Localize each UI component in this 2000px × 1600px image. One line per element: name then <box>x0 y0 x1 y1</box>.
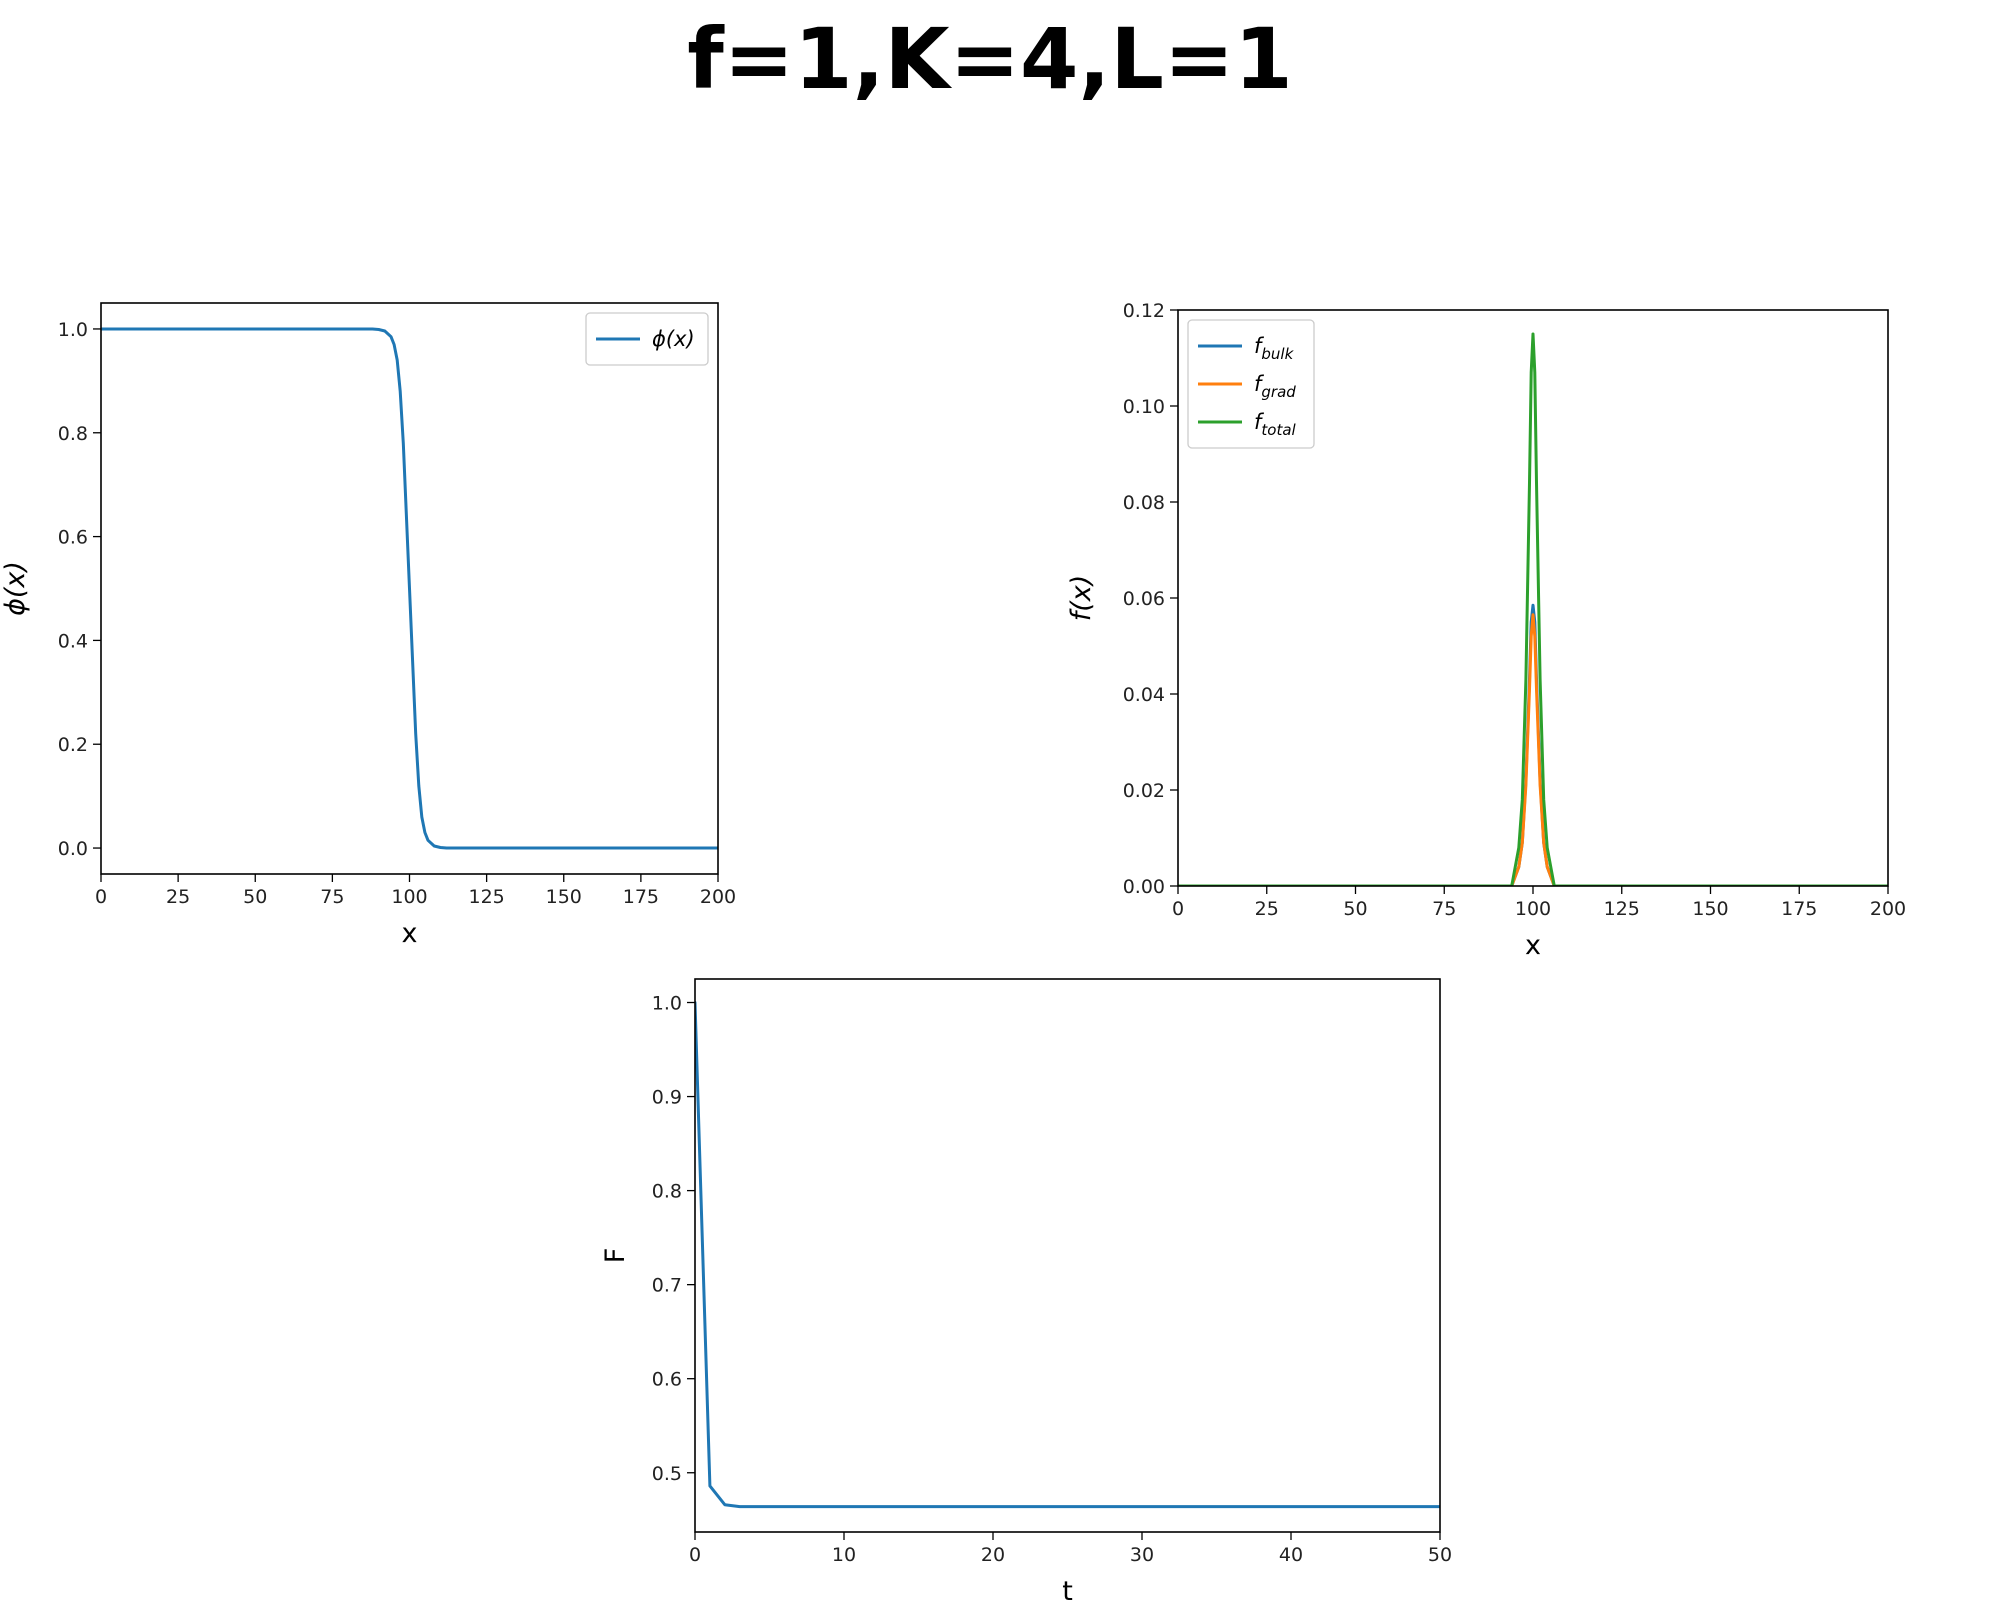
y-axis-label: ϕ(x) <box>0 561 31 616</box>
series-line--x- <box>101 327 718 850</box>
y-tick-label: 0.04 <box>1123 684 1165 706</box>
chart-energy-density: 0 25 50 75 100 125 150 175 200 0.00 0.02 0.04 0.06 0.… <box>1066 300 1906 961</box>
y-tick-label: 0.4 <box>58 630 88 652</box>
x-tick-label: 50 <box>1428 1544 1452 1566</box>
x-tick-label: 150 <box>546 886 582 908</box>
legend: fbulk fgrad ftotal <box>1187 319 1315 449</box>
y-axis-label: F <box>600 1248 631 1264</box>
legend-entry-label: fbulk <box>1254 334 1295 363</box>
y-tick-label: 0.6 <box>58 527 88 549</box>
chart-phi: 0 25 50 75 100 125 150 175 200 0.0 0.2 0.4 0.6 0.8 1.0… <box>0 302 736 949</box>
legend-entry-label: fgrad <box>1254 372 1296 401</box>
charts-container: 0 25 50 75 100 125 150 175 2000.00.20.40.60.81.0… <box>0 300 1906 1600</box>
x-tick-label: 200 <box>700 886 736 908</box>
x-tick-label: 150 <box>1692 898 1728 920</box>
x-tick-label: 125 <box>1604 898 1640 920</box>
x-tick-label: 100 <box>1515 898 1551 920</box>
series-line-total-energy <box>695 1001 1440 1509</box>
x-axis-label: t <box>1062 1576 1073 1600</box>
x-tick-label: 175 <box>623 886 659 908</box>
x-tick-label: 200 <box>1870 898 1906 920</box>
x-tick-label: 75 <box>1432 898 1456 920</box>
x-tick-label: 10 <box>832 1544 856 1566</box>
y-tick-label: 0.00 <box>1123 876 1165 898</box>
y-tick-label: 0.0 <box>58 838 88 860</box>
legend-frame <box>1187 319 1315 449</box>
y-tick-label: 1.0 <box>652 993 682 1015</box>
y-tick-label: 0.02 <box>1123 780 1165 802</box>
x-tick-label: 0 <box>689 1544 701 1566</box>
y-tick-label: 0.9 <box>652 1087 682 1109</box>
y-tick-label: 0.08 <box>1123 492 1165 514</box>
x-tick-label: 50 <box>1343 898 1367 920</box>
y-tick-label: 0.2 <box>58 734 88 756</box>
y-tick-label: 0.12 <box>1123 300 1165 322</box>
y-tick-label: 0.5 <box>652 1463 682 1485</box>
y-tick-label: 0.8 <box>58 423 88 445</box>
x-tick-label: 100 <box>391 886 427 908</box>
x-tick-label: 0 <box>1172 898 1184 920</box>
x-axis-label: x <box>1525 930 1541 961</box>
legend-frame <box>585 312 709 366</box>
x-tick-label: 20 <box>981 1544 1005 1566</box>
axes-frame <box>694 978 1441 1533</box>
x-tick-label: 125 <box>468 886 504 908</box>
legend: ϕ(x) <box>585 312 709 366</box>
x-axis-label: x <box>402 918 418 949</box>
chart-total-energy: 0 10 20 30 40 50 0.5 0.6 0.7 0.8 0.9 1.0 t F <box>600 978 1452 1600</box>
series-line-total <box>1178 332 1888 886</box>
x-tick-label: 25 <box>1255 898 1279 920</box>
series-line-grad <box>1178 613 1888 886</box>
x-tick-label: 75 <box>320 886 344 908</box>
y-tick-label: 0.10 <box>1123 396 1165 418</box>
x-tick-label: 50 <box>243 886 267 908</box>
x-tick-label: 30 <box>1130 1544 1154 1566</box>
y-tick-label: 0.06 <box>1123 588 1165 610</box>
x-tick-label: 175 <box>1781 898 1817 920</box>
y-tick-label: 1.0 <box>58 319 88 341</box>
x-tick-label: 25 <box>166 886 190 908</box>
y-tick-label: 0.6 <box>652 1369 682 1391</box>
x-tick-label: 0 <box>95 886 107 908</box>
y-axis-label: f(x) <box>1066 575 1097 622</box>
y-tick-label: 0.8 <box>652 1181 682 1203</box>
x-tick-label: 40 <box>1279 1544 1303 1566</box>
legend-entry-label: ftotal <box>1254 410 1297 439</box>
figure-title: f=1,K=4,L=1 <box>687 10 1292 108</box>
legend-entry-label: ϕ(x) <box>652 327 695 351</box>
y-tick-label: 0.7 <box>652 1275 682 1297</box>
series-line-bulk <box>1178 603 1888 886</box>
